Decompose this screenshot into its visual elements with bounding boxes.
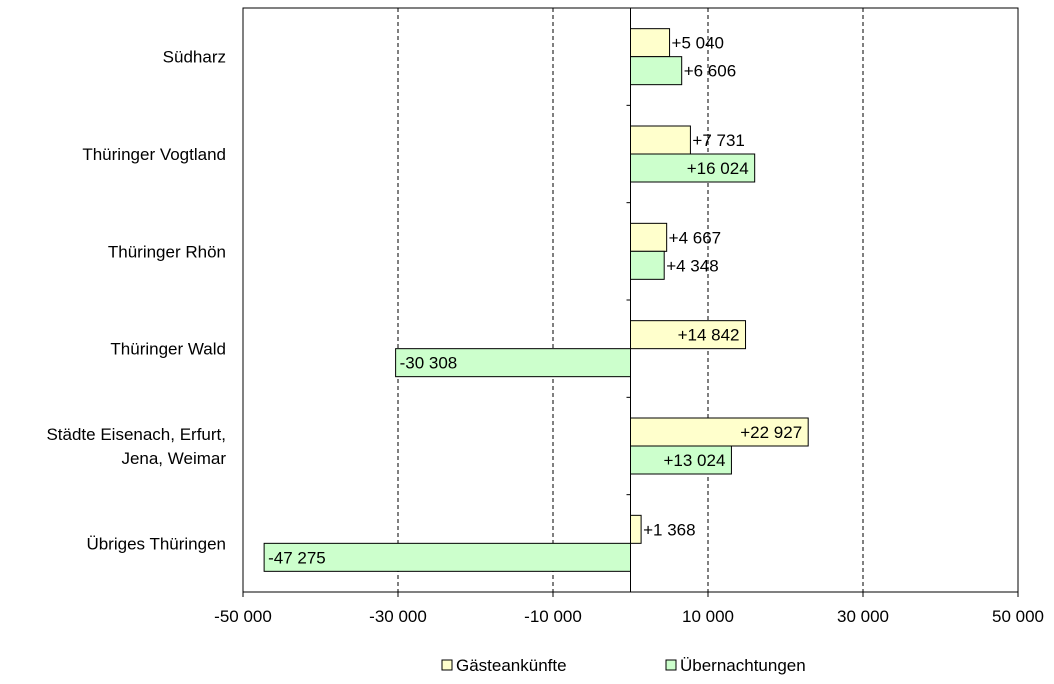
- legend-swatch: [441, 659, 453, 671]
- category-label: Südharz: [163, 48, 226, 67]
- category-labels: Südharz Thüringer Vogtland Thüringer Rhön T…: [46, 48, 226, 554]
- category-label: Übriges Thüringen: [86, 534, 226, 553]
- x-tick-label: 50 000: [992, 607, 1044, 626]
- bars: [263, 28, 809, 572]
- x-tick-label: 10 000: [682, 607, 734, 626]
- x-tick-label: -50 000: [214, 607, 272, 626]
- data-label: +14 842: [678, 326, 740, 345]
- x-tick-label: -30 000: [369, 607, 427, 626]
- data-label: +4 667: [669, 228, 721, 247]
- data-label: +5 040: [672, 34, 724, 53]
- x-tick-label: 30 000: [837, 607, 889, 626]
- legend-label: Übernachtungen: [680, 656, 806, 675]
- bar-uebernachtungen-5: [263, 542, 631, 572]
- bar-uebernachtungen-1: [630, 153, 756, 183]
- category-label: Städte Eisenach, Erfurt, Jena, Weimar: [46, 425, 226, 468]
- category-label: Thüringer Vogtland: [82, 145, 226, 164]
- grid-lines: [397, 8, 864, 592]
- bar-uebernachtungen-2: [630, 250, 665, 280]
- data-labels: +5 040 +7 731 +4 667 +14 842 +22 927 +1 368 +6…: [268, 34, 802, 568]
- data-label: +13 024: [663, 451, 725, 470]
- tick-labels: -50 000 -30 000 -10 000 10 000 30 000 50 000: [214, 607, 1044, 626]
- data-label: +6 606: [684, 62, 736, 81]
- x-tick-label: -10 000: [524, 607, 582, 626]
- bar-gaesteankuenfte-4: [630, 417, 809, 447]
- data-label: -47 275: [268, 548, 326, 567]
- bar-gaesteankuenfte-3: [630, 320, 747, 350]
- data-label: +16 024: [687, 159, 749, 178]
- bar-gaesteankuenfte-1: [630, 125, 691, 155]
- data-label: +22 927: [740, 423, 802, 442]
- category-label: Thüringer Rhön: [108, 242, 226, 261]
- category-label: Thüringer Wald: [110, 340, 226, 359]
- legend-swatch: [665, 659, 677, 671]
- bar-gaesteankuenfte-2: [630, 222, 668, 252]
- bar-uebernachtungen-3: [395, 348, 631, 378]
- data-label: -30 308: [400, 354, 458, 373]
- data-label: +4 348: [666, 256, 718, 275]
- bar-gaesteankuenfte-5: [630, 514, 642, 544]
- legend: Gästeankünfte Übernachtungen: [441, 656, 806, 675]
- data-label: +7 731: [692, 131, 744, 150]
- axes: [242, 7, 1019, 597]
- data-label: +1 368: [643, 520, 695, 539]
- bar-uebernachtungen-0: [630, 56, 683, 86]
- legend-label: Gästeankünfte: [456, 656, 567, 675]
- bar-gaesteankuenfte-0: [630, 28, 671, 58]
